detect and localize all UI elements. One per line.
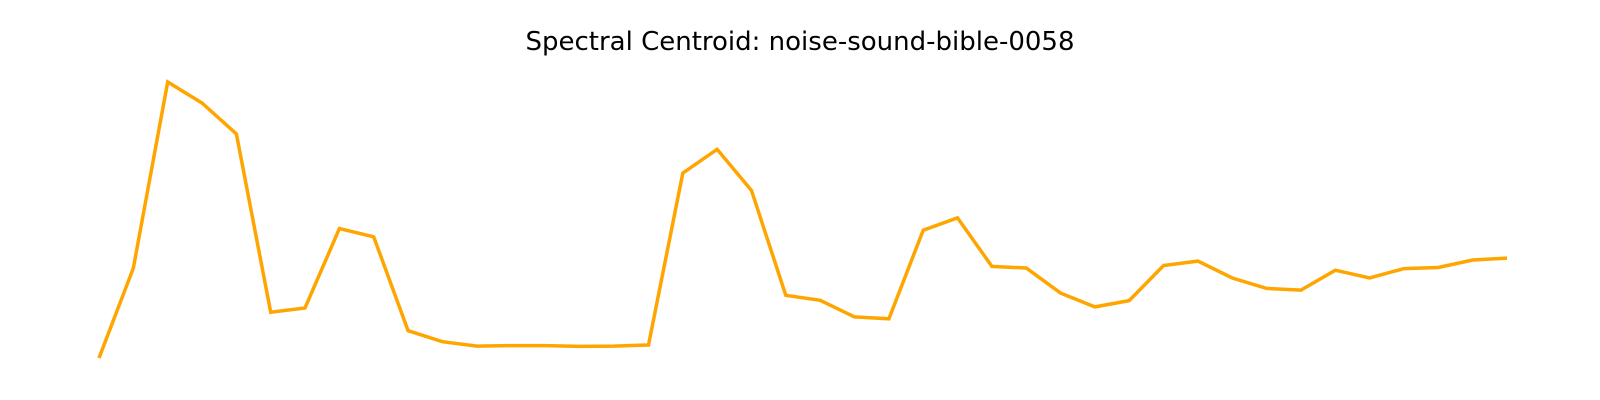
- chart-title: Spectral Centroid: noise-sound-bible-005…: [525, 27, 1075, 57]
- series-line-0: [97, 79, 1508, 359]
